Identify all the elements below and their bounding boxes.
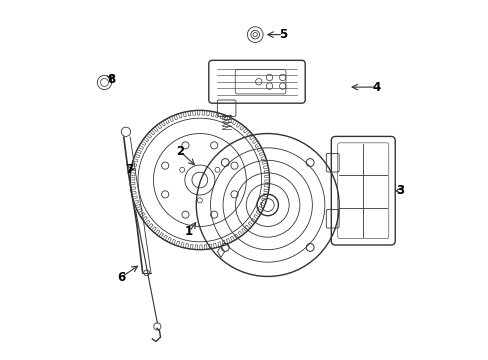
Text: 1: 1 <box>184 225 193 238</box>
Text: 6: 6 <box>117 271 125 284</box>
Text: 2: 2 <box>176 145 184 158</box>
Text: 7: 7 <box>125 163 133 176</box>
Text: 3: 3 <box>395 184 403 197</box>
Text: 4: 4 <box>372 81 380 94</box>
Text: 5: 5 <box>278 28 286 41</box>
Text: 8: 8 <box>106 73 115 86</box>
